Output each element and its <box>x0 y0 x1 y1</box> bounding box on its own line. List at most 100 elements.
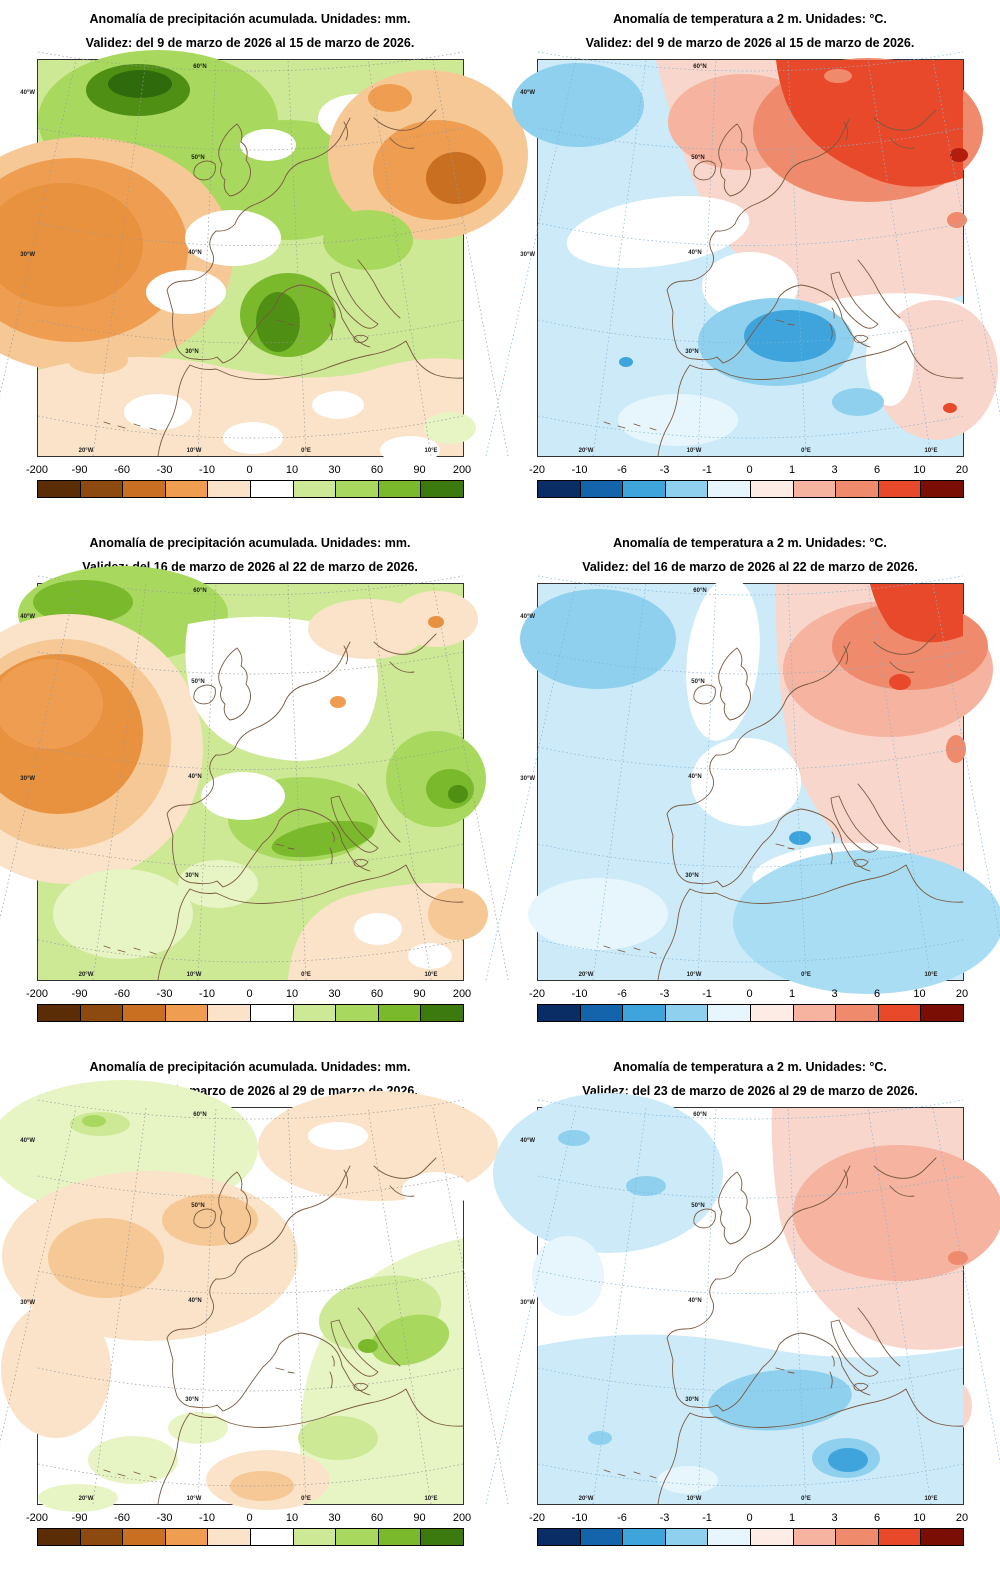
colorbar-tick: 200 <box>452 464 472 476</box>
colorbar-tick: -30 <box>156 988 173 1000</box>
graticule-line <box>537 939 964 963</box>
anomaly-region <box>408 943 452 969</box>
colorbar-cell <box>208 481 251 497</box>
coastline <box>853 858 869 867</box>
graticule-label: 10°E <box>924 972 937 978</box>
colorbar-cell <box>750 481 794 497</box>
graticule-line <box>697 1107 717 1505</box>
colorbar-tick: 200 <box>452 988 472 1000</box>
colorbar-cell <box>580 1005 624 1021</box>
colorbar-cell <box>378 1529 422 1545</box>
coastline <box>775 1367 795 1374</box>
colorbar-cell <box>123 1529 166 1545</box>
colorbar-tick: 200 <box>452 1512 472 1524</box>
colorbar-tick: -10 <box>199 988 215 1000</box>
graticule-label: 40°N <box>688 774 701 780</box>
graticule-line <box>37 1175 464 1199</box>
anomaly-region <box>256 292 300 352</box>
graticule-line <box>867 1107 932 1505</box>
graticule-label: 30°N <box>685 349 698 355</box>
anomaly-region <box>312 391 364 419</box>
graticule-line <box>197 583 217 981</box>
graticule-line <box>867 59 932 457</box>
graticule-line <box>537 415 964 439</box>
graticule-label: 20°W <box>79 448 94 454</box>
graticule-label: 50°N <box>691 1203 704 1209</box>
graticule-line <box>432 59 509 457</box>
colorbar-tick: -30 <box>156 464 173 476</box>
anomaly-map: 60°N 50°N 40°N 30°N 40°W 30°W 20°W 10°W 0°E 10°E <box>485 51 1000 457</box>
graticule-line <box>287 59 307 457</box>
panel-title: Anomalía de precipitación acumulada. Uni… <box>89 536 411 550</box>
graticule-label: 60°N <box>693 588 706 594</box>
coastline <box>657 1412 691 1505</box>
colorbar-cell <box>165 1529 209 1545</box>
anomaly-region <box>428 888 488 940</box>
colorbar-tick: -10 <box>199 1512 215 1524</box>
graticule-line <box>592 583 647 981</box>
colorbar-cell <box>750 1529 794 1545</box>
colorbar-cell <box>336 1529 379 1545</box>
colorbar-tick: -6 <box>617 1512 627 1524</box>
anomaly-region <box>520 589 676 689</box>
coastline <box>343 1169 349 1189</box>
coastline <box>857 259 901 319</box>
coastline <box>657 364 691 457</box>
map-canvas: 60°N 50°N 40°N 30°N 40°W 30°W 20°W 10°W 0°E 10°E <box>485 51 1000 457</box>
anomaly-region <box>146 270 226 314</box>
colorbar-tick: 6 <box>873 988 881 1000</box>
colorbar-tick: 0 <box>746 988 753 1000</box>
anomaly-region <box>168 1412 228 1444</box>
colorbar-tick: -1 <box>702 464 712 476</box>
colorbar-cell <box>836 1529 879 1545</box>
anomaly-region <box>0 183 143 307</box>
colorbar-tick: -3 <box>659 1512 670 1524</box>
colorbar-cell <box>80 481 124 497</box>
colorbar-ticks: -20 -10 -6 -3 -1 0 1 3 6 10 20 <box>529 1512 968 1525</box>
coastline <box>218 1171 251 1245</box>
anomaly-region <box>832 388 884 416</box>
anomaly-region <box>124 394 192 430</box>
coastline <box>357 259 401 319</box>
colorbar-tick: 0 <box>246 1512 253 1524</box>
colorbar-tick: -6 <box>617 988 627 1000</box>
colorbar-tick: 0 <box>746 1512 753 1524</box>
coastline <box>693 1208 716 1229</box>
coastline <box>353 1382 369 1391</box>
graticule-line <box>367 59 432 457</box>
colorbar <box>537 1004 964 1022</box>
graticule-label: 30°N <box>685 873 698 879</box>
coastline <box>853 334 869 343</box>
graticule-line <box>197 59 217 457</box>
anomaly-region <box>744 310 836 362</box>
graticule-label: 20°W <box>79 1496 94 1502</box>
colorbar-cell <box>665 1005 709 1021</box>
colorbar-cell <box>580 1529 624 1545</box>
colorbar-cell <box>878 1005 922 1021</box>
coastline <box>389 1185 415 1197</box>
anomaly-region <box>950 148 968 162</box>
map-canvas: 60°N 50°N 40°N 30°N 40°W 30°W 20°W 10°W 0°E 10°E <box>485 1093 1000 1505</box>
colorbar-tick: 1 <box>788 988 796 1000</box>
graticule-label: 50°N <box>691 679 704 685</box>
anomaly-region <box>33 580 133 624</box>
coastline <box>775 843 795 850</box>
coastline <box>603 421 657 431</box>
colorbar-tick: 20 <box>955 1512 969 1524</box>
graticule-line <box>932 583 1000 940</box>
graticule-label: 60°N <box>693 1112 706 1118</box>
anomaly-region <box>512 63 644 147</box>
colorbar-cell <box>708 1005 751 1021</box>
coastline <box>373 633 437 655</box>
colorbar-tick: 0 <box>746 464 753 476</box>
anomaly-region <box>793 1145 1000 1281</box>
colorbar-cell <box>665 1529 709 1545</box>
anomaly-region <box>566 195 750 269</box>
graticule-line <box>37 415 464 439</box>
anomaly-region <box>330 696 346 708</box>
graticule-line <box>537 1463 964 1487</box>
colorbar-ticks: -20 -10 -6 -3 -1 0 1 3 6 10 20 <box>529 464 968 477</box>
graticule-line <box>537 319 964 344</box>
graticule-line <box>592 59 647 457</box>
